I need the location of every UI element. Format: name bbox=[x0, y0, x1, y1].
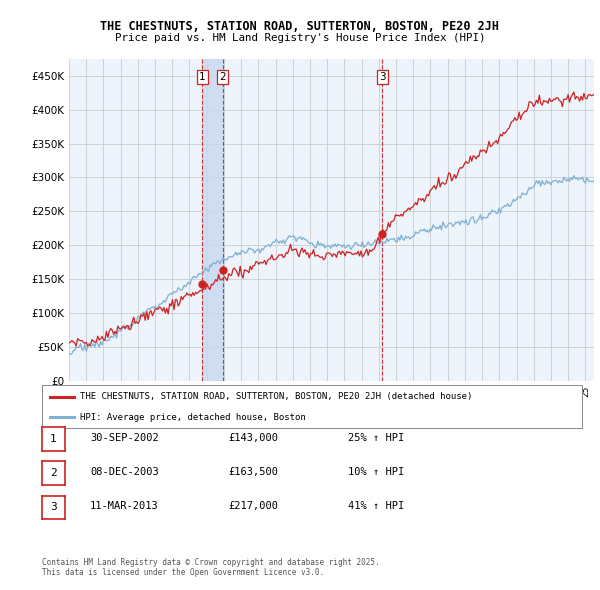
Text: £163,500: £163,500 bbox=[228, 467, 278, 477]
Text: Contains HM Land Registry data © Crown copyright and database right 2025.
This d: Contains HM Land Registry data © Crown c… bbox=[42, 558, 380, 577]
Text: THE CHESTNUTS, STATION ROAD, SUTTERTON, BOSTON, PE20 2JH (detached house): THE CHESTNUTS, STATION ROAD, SUTTERTON, … bbox=[80, 392, 472, 401]
Text: 11-MAR-2013: 11-MAR-2013 bbox=[90, 502, 159, 511]
Text: 25% ↑ HPI: 25% ↑ HPI bbox=[348, 433, 404, 442]
Text: 30-SEP-2002: 30-SEP-2002 bbox=[90, 433, 159, 442]
Bar bbox=[202, 59, 223, 381]
Text: 2: 2 bbox=[219, 72, 226, 81]
Text: Price paid vs. HM Land Registry's House Price Index (HPI): Price paid vs. HM Land Registry's House … bbox=[115, 33, 485, 42]
Text: £217,000: £217,000 bbox=[228, 502, 278, 511]
Text: 3: 3 bbox=[50, 503, 57, 512]
Text: THE CHESTNUTS, STATION ROAD, SUTTERTON, BOSTON, PE20 2JH: THE CHESTNUTS, STATION ROAD, SUTTERTON, … bbox=[101, 20, 499, 33]
Text: 3: 3 bbox=[379, 72, 385, 81]
Text: 10% ↑ HPI: 10% ↑ HPI bbox=[348, 467, 404, 477]
Text: 1: 1 bbox=[50, 434, 57, 444]
Text: HPI: Average price, detached house, Boston: HPI: Average price, detached house, Bost… bbox=[80, 412, 305, 422]
Text: 1: 1 bbox=[199, 72, 206, 81]
Text: £143,000: £143,000 bbox=[228, 433, 278, 442]
Text: 08-DEC-2003: 08-DEC-2003 bbox=[90, 467, 159, 477]
Text: 2: 2 bbox=[50, 468, 57, 478]
Text: 41% ↑ HPI: 41% ↑ HPI bbox=[348, 502, 404, 511]
